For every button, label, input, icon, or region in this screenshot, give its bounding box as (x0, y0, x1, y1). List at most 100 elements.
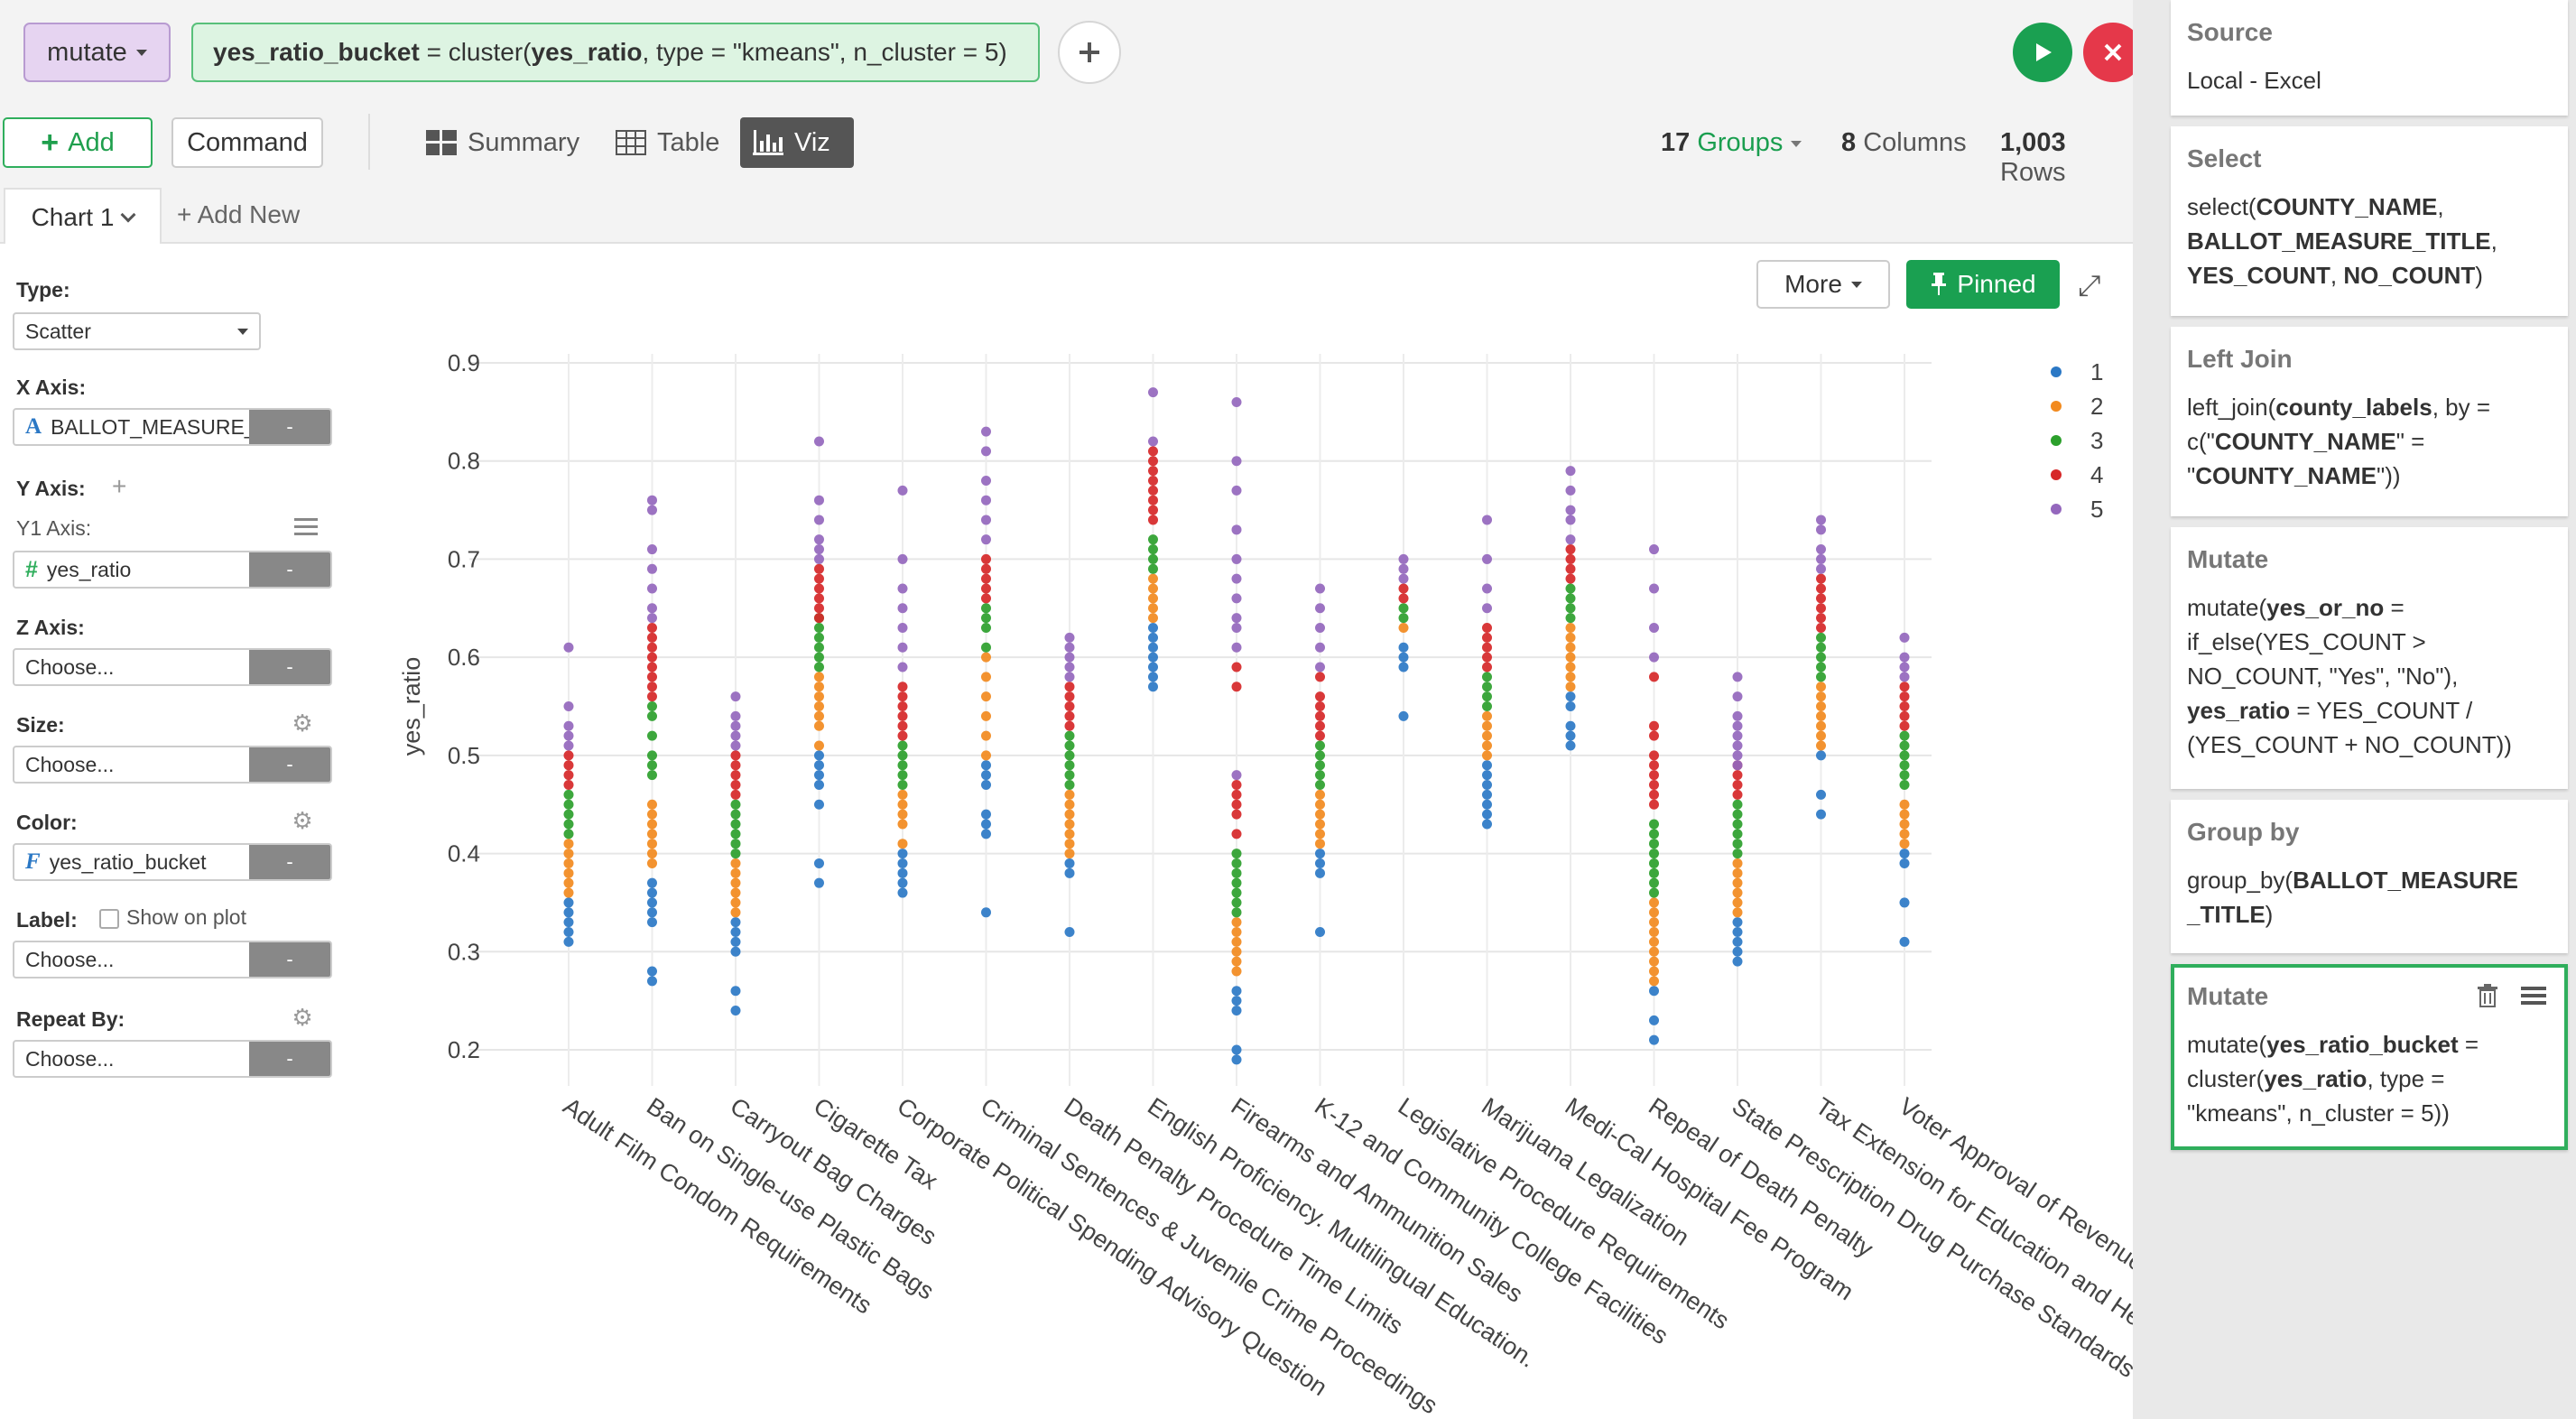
command-type-select[interactable]: mutate (23, 23, 171, 82)
data-point (563, 867, 574, 878)
z-axis-field[interactable]: Choose... - (13, 648, 332, 686)
tab-viz[interactable]: Viz (740, 117, 854, 168)
data-point (1231, 849, 1242, 859)
data-point (1816, 563, 1826, 574)
show-on-plot-checkbox[interactable]: Show on plot (99, 905, 246, 930)
more-label: More (1784, 270, 1842, 298)
command-bar: mutate yes_ratio_bucket = cluster( yes_r… (0, 0, 2143, 101)
data-point (1148, 387, 1158, 398)
data-point (730, 907, 741, 918)
gear-icon[interactable]: ⚙ (292, 710, 313, 737)
chart-type-select[interactable]: Scatter (13, 312, 261, 350)
step-source[interactable]: Source Local - Excel (2171, 0, 2568, 116)
chart-grid (469, 354, 1932, 1086)
command-button[interactable]: Command (171, 117, 323, 168)
legend-label[interactable]: 3 (2090, 427, 2103, 454)
show-on-plot-label: Show on plot (126, 905, 246, 929)
add-y-axis-icon[interactable]: + (112, 472, 127, 500)
command-expression-input[interactable]: yes_ratio_bucket = cluster( yes_ratio , … (191, 23, 1040, 82)
data-point (814, 515, 824, 525)
run-button[interactable] (2013, 23, 2072, 82)
groups-dropdown[interactable]: 17 Groups (1661, 128, 1802, 158)
data-point (1231, 524, 1242, 535)
y1-axis-field[interactable]: # yes_ratio - (13, 551, 332, 589)
legend-label[interactable]: 2 (2090, 393, 2103, 420)
data-point (563, 897, 574, 908)
data-point (647, 897, 657, 908)
remove-label-button[interactable]: - (249, 942, 330, 977)
y1-axis-value: yes_ratio (46, 557, 132, 581)
data-point (1732, 946, 1743, 957)
data-point (897, 887, 908, 898)
data-point (1732, 917, 1743, 928)
remove-z-axis-button[interactable]: - (249, 650, 330, 684)
add-button[interactable]: + Add (3, 117, 153, 168)
data-point (1231, 996, 1242, 1006)
tab-summary[interactable]: Summary (413, 117, 592, 168)
data-point (981, 809, 991, 820)
repeat-by-field[interactable]: Choose... - (13, 1040, 332, 1078)
data-point (1649, 672, 1659, 682)
legend-label[interactable]: 5 (2090, 496, 2103, 523)
legend-label[interactable]: 4 (2090, 461, 2103, 488)
data-point (647, 583, 657, 594)
data-point (1732, 936, 1743, 947)
step-body: select(COUNTY_NAME, BALLOT_MEASURE_TITLE… (2187, 190, 2550, 292)
remove-x-axis-button[interactable]: - (249, 410, 330, 444)
step-left-join[interactable]: Left Join left_join(county_labels, by = … (2171, 327, 2568, 516)
tab-chart-1[interactable]: Chart 1 (4, 188, 162, 246)
x-axis-field[interactable]: A BALLOT_MEASURE_TITLE - (13, 408, 332, 446)
expand-icon[interactable]: ⤢ (2078, 269, 2101, 301)
data-point (814, 740, 824, 751)
data-point (1231, 613, 1242, 624)
gear-icon[interactable]: ⚙ (292, 807, 313, 834)
step-mutate[interactable]: Mutate mutate(yes_or_no = if_else(YES_CO… (2171, 527, 2568, 789)
data-point (563, 730, 574, 741)
data-point (1565, 563, 1576, 574)
data-point (1482, 799, 1492, 810)
add-new-chart-tab[interactable]: + Add New (177, 200, 301, 228)
data-point (1231, 986, 1242, 997)
menu-icon[interactable] (294, 518, 318, 540)
data-point (897, 740, 908, 751)
step-group-by[interactable]: Group by group_by(BALLOT_MEASURE _TITLE) (2171, 800, 2568, 953)
remove-y1-axis-button[interactable]: - (249, 552, 330, 587)
data-point (730, 720, 741, 731)
data-point (1148, 613, 1158, 624)
data-point (1398, 603, 1409, 614)
pinned-button[interactable]: Pinned (1906, 260, 2060, 309)
remove-size-button[interactable]: - (249, 747, 330, 782)
data-point (730, 799, 741, 810)
step-select[interactable]: Select select(COUNTY_NAME, BALLOT_MEASUR… (2171, 126, 2568, 316)
data-point (1732, 887, 1743, 898)
tab-table[interactable]: Table (603, 117, 732, 168)
data-point (1064, 740, 1075, 751)
step-mutate-active[interactable]: Mutate mutate(yes_ratio_bucket = cluster… (2171, 964, 2568, 1150)
data-point (1482, 691, 1492, 702)
more-button[interactable]: More (1756, 260, 1890, 309)
remove-color-button[interactable]: - (249, 845, 330, 879)
data-point (1315, 779, 1325, 790)
data-point (1482, 672, 1492, 682)
data-point (1816, 583, 1826, 594)
remove-repeat-by-button[interactable]: - (249, 1042, 330, 1076)
trash-icon[interactable] (2478, 984, 2497, 1007)
data-point (814, 710, 824, 721)
label-field[interactable]: Choose... - (13, 941, 332, 978)
add-step-button[interactable] (1058, 21, 1121, 84)
data-point (897, 682, 908, 692)
legend-label[interactable]: 1 (2090, 358, 2103, 385)
data-point (814, 573, 824, 584)
chevron-down-icon (120, 207, 136, 223)
menu-icon[interactable] (2521, 986, 2546, 1006)
repeat-by-label: Repeat By: (16, 1007, 125, 1031)
data-point (647, 682, 657, 692)
gear-icon[interactable]: ⚙ (292, 1004, 313, 1031)
data-point (1482, 603, 1492, 614)
data-point (814, 544, 824, 555)
size-field[interactable]: Choose... - (13, 746, 332, 784)
data-point (1565, 672, 1576, 682)
rows-count: 1,003 Rows (2000, 128, 2133, 188)
legend-marker (2051, 469, 2062, 480)
